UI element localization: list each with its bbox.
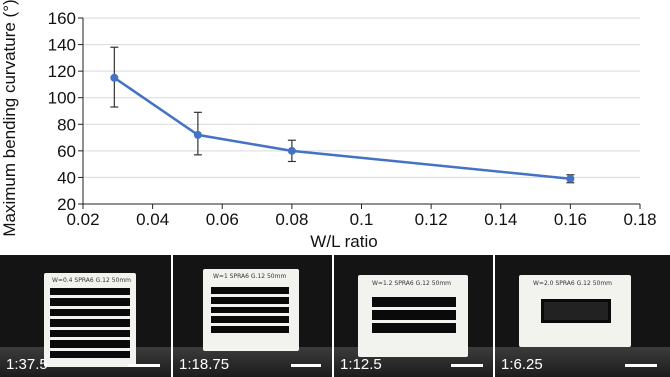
printed-stripe [211, 306, 289, 314]
y-tick-label: 80 [57, 115, 76, 134]
sheet-caption: W=1.2 SPRA6 G.12 50mm [372, 280, 452, 287]
y-tick-label: 20 [57, 195, 76, 214]
sample-sheet: W=1.2 SPRA6 G.12 50mm [358, 275, 468, 357]
curvature-chart: 20 40 60 80 100 120 140 160 0.02 0.04 0.06 0.08 0.1 0… [0, 0, 657, 251]
axes [78, 17, 641, 209]
x-tick-label: 0.16 [554, 210, 587, 229]
scale-bar [128, 364, 160, 367]
data-point [110, 73, 119, 82]
series-layer [110, 46, 575, 184]
printed-stripe [372, 310, 456, 320]
sample-photo-1: W=0.4 SPRA6 G.12 50mm 1:37.5 [0, 255, 171, 377]
printed-stripe [50, 329, 130, 338]
x-tick-label: 0.18 [623, 210, 656, 229]
sample-photo-3: W=1.2 SPRA6 G.12 50mm 1:12.5 [334, 255, 493, 377]
sample-photo-strip: W=0.4 SPRA6 G.12 50mm 1:37.5 W=1 SPRA6 G… [0, 255, 670, 377]
series-line [113, 76, 571, 181]
x-tick-label: 0.14 [484, 210, 517, 229]
scale-bar [291, 364, 321, 367]
grid-lines [83, 17, 640, 178]
y-tick-label: 60 [57, 142, 76, 161]
x-tick-label: 0.06 [206, 210, 239, 229]
y-tick-label: 40 [57, 168, 76, 187]
x-tick-label: 0.08 [275, 210, 308, 229]
printed-stripe [50, 288, 130, 296]
x-axis-title: W/L ratio [310, 232, 377, 251]
sample-sheet: W=1 SPRA6 G.12 50mm [203, 269, 299, 351]
scale-bar [451, 364, 483, 367]
printed-stripe [211, 326, 289, 333]
ratio-label: 1:6.25 [501, 356, 543, 373]
sheet-caption: W=2.0 SPRA6 G.12 50mm [533, 280, 613, 287]
y-tick-label: 140 [48, 36, 76, 55]
printed-stripe [50, 319, 130, 327]
sheet-caption: W=1 SPRA6 G.12 50mm [213, 273, 287, 280]
sample-photo-2: W=1 SPRA6 G.12 50mm 1:18.75 [173, 255, 332, 377]
printed-stripe [372, 323, 456, 333]
x-tick-label: 0.02 [66, 210, 99, 229]
sample-sheet: W=2.0 SPRA6 G.12 50mm [519, 275, 631, 347]
x-tick-label: 0.12 [415, 210, 448, 229]
printed-stripe [50, 350, 130, 358]
data-point [193, 130, 202, 139]
data-point [566, 174, 575, 183]
ratio-label: 1:18.75 [179, 356, 230, 373]
ratio-label: 1:12.5 [340, 356, 382, 373]
y-tick-label: 100 [48, 89, 76, 108]
y-tick-label: 120 [48, 62, 76, 81]
printed-stripe [211, 287, 289, 294]
tick-labels: 20 40 60 80 100 120 140 160 0.02 0.04 0.06 0.08 0.1 0… [48, 9, 657, 229]
printed-stripe [211, 296, 289, 304]
scale-bar [625, 364, 657, 367]
printed-stripe [211, 316, 289, 324]
x-tick-label: 0.1 [350, 210, 374, 229]
ratio-label: 1:37.5 [6, 356, 48, 373]
data-point [287, 146, 296, 155]
sheet-caption: W=0.4 SPRA6 G.12 50mm [52, 277, 132, 284]
y-axis-title: Maximum bending curvature (°) [0, 0, 19, 237]
x-tick-label: 0.04 [136, 210, 169, 229]
printed-stripe [50, 308, 130, 317]
printed-stripe [50, 340, 130, 348]
sample-photo-4: W=2.0 SPRA6 G.12 50mm 1:6.25 [495, 255, 670, 377]
sample-sheet: W=0.4 SPRA6 G.12 50mm [44, 273, 136, 367]
printed-stripe [50, 298, 130, 306]
y-tick-label: 160 [48, 9, 76, 28]
printed-stripe [541, 299, 611, 323]
printed-stripe [372, 297, 456, 307]
